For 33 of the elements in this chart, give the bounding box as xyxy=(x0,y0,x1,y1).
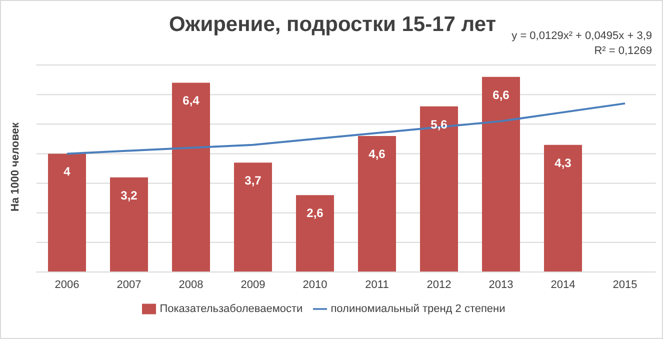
data-label: 2,6 xyxy=(306,206,324,220)
data-label: 4,6 xyxy=(368,146,386,161)
x-tick-label: 2006 xyxy=(54,278,80,291)
bar xyxy=(234,162,272,272)
text: R² = 0,1269 xyxy=(593,44,652,59)
y-axis-title: На 1000 человек xyxy=(9,122,22,212)
text: y = 0,0129x² + 0,0495x + 3,9 xyxy=(512,29,652,44)
x-tick-label: 2011 xyxy=(365,278,389,291)
bar xyxy=(172,82,210,272)
bar xyxy=(48,154,86,272)
x-tick-label: 2009 xyxy=(240,278,266,291)
data-label: 6,4 xyxy=(182,94,200,108)
data-label: 3,2 xyxy=(120,188,138,202)
legend-label: полиномиальный тренд 2 степени xyxy=(330,302,506,315)
x-tick-label: 2014 xyxy=(550,278,576,291)
x-tick-label: 2012 xyxy=(426,278,452,291)
bar xyxy=(296,195,334,272)
bar xyxy=(420,106,458,272)
bar xyxy=(482,76,520,272)
chart-title: Ожирение, подростки 15-17 лет xyxy=(168,13,496,36)
bar xyxy=(358,136,396,272)
data-label: 3,7 xyxy=(244,174,262,188)
data-label: 4,3 xyxy=(554,156,572,170)
bar xyxy=(544,144,582,272)
x-tick-label: 2008 xyxy=(178,278,204,291)
x-tick-label: 2015 xyxy=(612,278,638,291)
x-tick-label: 2010 xyxy=(302,278,328,291)
bar xyxy=(110,177,148,272)
x-tick-label: 2013 xyxy=(488,278,514,291)
x-tick-label: 2007 xyxy=(116,278,142,291)
data-label: 6,6 xyxy=(492,88,510,102)
data-label: 4 xyxy=(64,164,71,179)
legend-label: Показательзаболеваемости xyxy=(160,302,303,315)
